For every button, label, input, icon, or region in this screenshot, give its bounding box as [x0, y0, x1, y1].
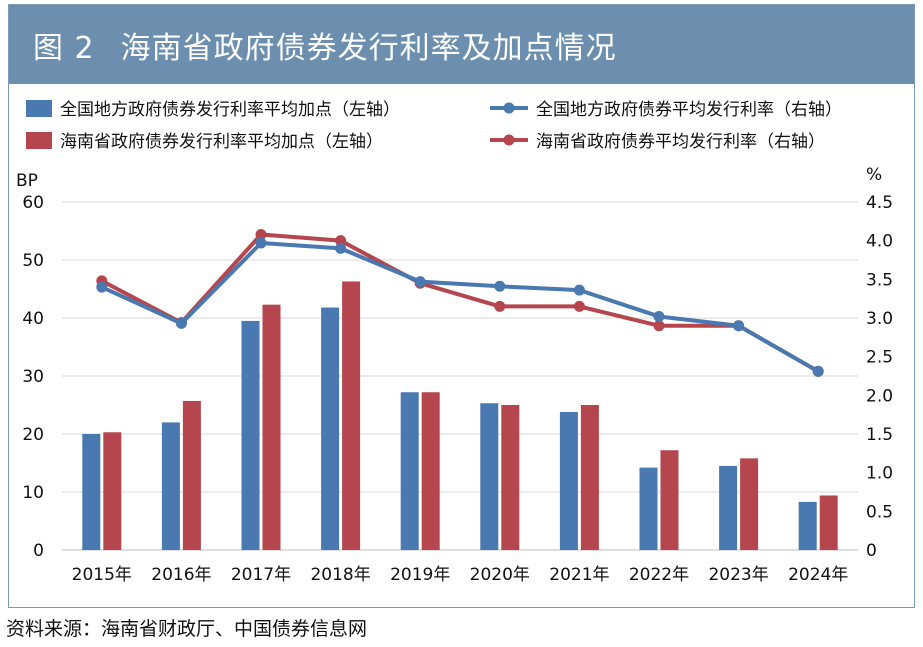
left-axis-unit: BP: [16, 171, 38, 191]
hainan-spread-bar: [342, 281, 361, 550]
legend-label: 全国地方政府债券平均发行利率（右轴）: [536, 100, 842, 120]
national-spread-bar: [82, 434, 101, 550]
legend-label: 海南省政府债券平均发行利率（右轴）: [536, 132, 825, 152]
x-axis-tick-label: 2020年: [470, 565, 530, 585]
hainan-spread-bar: [580, 405, 599, 550]
x-axis-tick-label: 2023年: [708, 565, 768, 585]
national-spread-bar: [161, 422, 180, 550]
right-axis-tick-label: 4.5: [866, 193, 893, 213]
x-axis-tick-label: 2015年: [72, 565, 132, 585]
x-axis-tick-label: 2016年: [151, 565, 211, 585]
left-axis-tick-label: 40: [22, 309, 44, 329]
right-axis-tick-label: 3.0: [866, 309, 893, 329]
national-spread-bar: [321, 307, 340, 550]
hainan-spread-bar: [421, 392, 440, 550]
right-axis-tick-label: 1.0: [866, 464, 893, 484]
hainan-rate-point: [653, 320, 665, 332]
source-note: 资料来源：海南省财政厅、中国债券信息网: [6, 618, 368, 640]
left-axis-tick-label: 20: [22, 425, 44, 445]
national-rate-point: [96, 281, 108, 293]
hainan-spread-bar: [660, 450, 679, 550]
national-spread-bar: [798, 501, 817, 550]
right-axis-unit: %: [866, 165, 882, 185]
right-axis-tick-label: 0: [866, 541, 877, 561]
hainan-rate-line: [100, 232, 820, 374]
hainan-spread-bar: [819, 495, 838, 550]
legend-label: 全国地方政府债券发行利率平均加点（左轴）: [60, 100, 400, 120]
right-axis-tick-label: 2.5: [866, 348, 893, 368]
right-axis-tick-label: 3.5: [866, 270, 893, 290]
title-bar: 图 2 海南省政府债券发行利率及加点情况: [9, 5, 914, 84]
national-spread-bar: [639, 467, 658, 550]
national-spread-bar: [719, 465, 738, 550]
national-rate-point: [653, 310, 665, 322]
hainan-spread-bar: [262, 304, 281, 550]
hainan-spread-bar: [740, 458, 759, 550]
national-rate-point: [733, 320, 745, 332]
left-axis-tick-label: 30: [22, 367, 44, 387]
figure-title-text: 海南省政府债券发行利率及加点情况: [120, 31, 617, 66]
national-rate-point: [573, 284, 585, 296]
figure-number: 图 2: [33, 31, 95, 66]
x-axis-tick-label: 2017年: [231, 565, 291, 585]
national-spread-bar: [241, 320, 260, 550]
figure-title: 图 2 海南省政府债券发行利率及加点情况: [33, 23, 617, 67]
hainan-rate-point: [573, 300, 585, 312]
x-axis-tick-label: 2024年: [788, 565, 848, 585]
hainan-rate-point: [335, 235, 347, 247]
x-axis-tick-label: 2021年: [549, 565, 609, 585]
right-axis-tick-label: 1.5: [866, 425, 893, 445]
legend-label: 海南省政府债券发行利率平均加点（左轴）: [60, 132, 383, 152]
national-rate-point: [255, 237, 267, 249]
right-axis-tick-label: 0.5: [866, 502, 893, 522]
left-axis-tick-label: 0: [33, 541, 44, 561]
national-rate-point: [175, 317, 187, 329]
figure-frame: 图 2 海南省政府债券发行利率及加点情况: [8, 4, 915, 608]
national-rate-line: [100, 240, 820, 374]
legend-bar-swatch: [26, 132, 52, 149]
x-axis-tick-label: 2019年: [390, 565, 450, 585]
national-rate-point: [812, 365, 824, 377]
hainan-rate-point: [494, 300, 506, 312]
legend-line-marker: [503, 102, 515, 114]
national-spread-bar: [559, 411, 578, 550]
legend-bar-swatch: [26, 100, 52, 117]
national-rate-point: [335, 242, 347, 254]
national-spread-bar: [400, 392, 419, 550]
right-axis-tick-label: 2.0: [866, 386, 893, 406]
right-axis-tick-label: 4.0: [866, 232, 893, 252]
hainan-spread-bar: [501, 405, 520, 550]
national-rate-point: [414, 276, 426, 288]
x-axis-tick-label: 2018年: [310, 565, 370, 585]
national-spread-bar: [480, 403, 499, 550]
hainan-spread-bar: [103, 432, 122, 550]
x-axis-tick-label: 2022年: [629, 565, 689, 585]
left-axis-tick-label: 50: [22, 251, 44, 271]
left-axis-tick-label: 10: [22, 483, 44, 503]
national-rate-point: [494, 280, 506, 292]
left-axis-tick-label: 60: [22, 193, 44, 213]
legend-line-marker: [503, 134, 515, 146]
hainan-spread-bar: [182, 400, 201, 550]
hainan-rate-point: [255, 228, 267, 240]
